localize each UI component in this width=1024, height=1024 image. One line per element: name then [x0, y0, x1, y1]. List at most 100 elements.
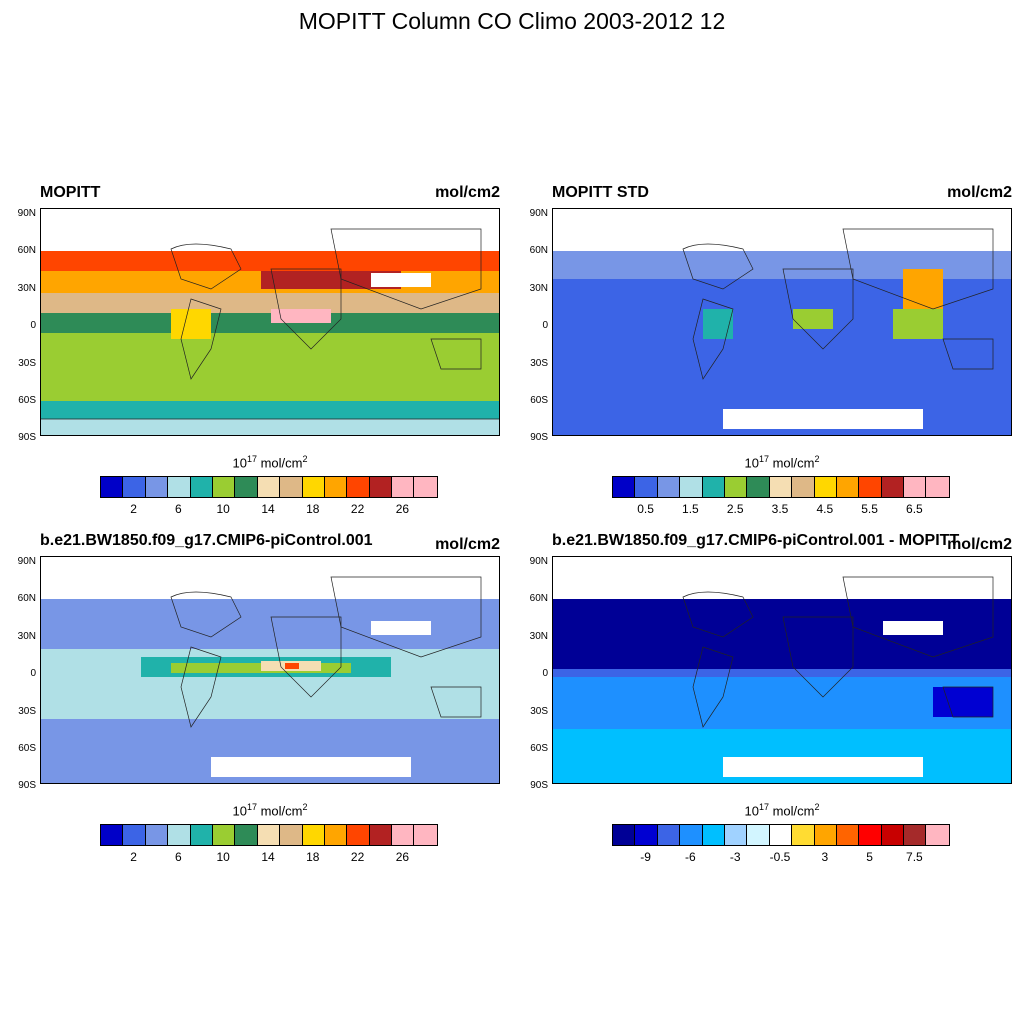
colorbar-swatch — [101, 477, 124, 497]
colorbar-swatch — [657, 825, 681, 845]
colorbar-swatch — [145, 825, 169, 845]
lat-tick: 30S — [18, 358, 36, 369]
colorbar-swatch — [168, 825, 191, 845]
panel-units: mol/cm2 — [947, 536, 1012, 553]
colorbar-labels: -9 -6 -3 -0.5 3 5 7.5 — [612, 850, 948, 866]
panel-units: mol/cm2 — [947, 184, 1012, 201]
colorbar-label: 5.5 — [861, 502, 878, 516]
lat-tick: 90S — [530, 780, 548, 791]
colorbar-swatch — [369, 477, 393, 497]
colorbar-label: -9 — [640, 850, 651, 864]
colorbar-swatch — [926, 825, 949, 845]
colorbar-label: 22 — [350, 502, 365, 516]
colorbar-swatch — [635, 825, 658, 845]
colorbar-swatch — [123, 477, 146, 497]
colorbar-swatch — [347, 477, 370, 497]
colorbar-labels: 2 6 10 14 18 22 26 — [100, 850, 436, 866]
map-plot — [552, 556, 1012, 784]
panel-mopitt-std: MOPITT STD mol/cm2 90N 60N 30N 0 30S 60S… — [530, 184, 1024, 518]
colorbar-swatch — [369, 825, 393, 845]
colorbar-swatch — [836, 477, 860, 497]
colorbar-label: 2 — [130, 850, 137, 864]
colorbar-label: 14 — [261, 850, 275, 864]
lat-tick: 60S — [18, 743, 36, 754]
panel-diff: b.e21.BW1850.f09_g17.CMIP6-piControl.001… — [530, 532, 1024, 866]
panel-model: b.e21.BW1850.f09_g17.CMIP6-piControl.001… — [18, 532, 520, 866]
colorbar-swatch — [168, 477, 191, 497]
figure-title: MOPITT Column CO Climo 2003-2012 12 — [298, 8, 726, 34]
colorbar-swatch — [881, 477, 905, 497]
lat-tick: 0 — [542, 668, 548, 679]
colorbar-swatch — [123, 825, 146, 845]
colorbar-label: 3 — [821, 850, 829, 864]
lat-tick: 60S — [530, 395, 548, 406]
lat-tick: 60N — [529, 245, 548, 256]
map-plot — [552, 208, 1012, 436]
lat-tick: 90N — [17, 556, 36, 567]
colorbar-swatch — [302, 825, 325, 845]
colorbar-title: 1017 mol/cm2 — [744, 802, 820, 819]
colorbar-swatch — [414, 825, 437, 845]
colorbar-swatch — [613, 825, 636, 845]
colorbar-swatch — [613, 477, 636, 497]
colorbar-title: 1017 mol/cm2 — [232, 802, 308, 819]
colorbar-swatch — [212, 477, 236, 497]
colorbar-label: 10 — [216, 850, 230, 864]
colorbar-swatch — [859, 477, 882, 497]
colorbar-swatch — [324, 825, 348, 845]
lat-tick: 30N — [17, 283, 36, 294]
colorbar — [612, 824, 950, 846]
colorbar-swatch — [747, 825, 770, 845]
map-plot — [40, 208, 500, 436]
panel-title: b.e21.BW1850.f09_g17.CMIP6-piControl.001… — [552, 532, 960, 549]
lat-tick: 90S — [18, 432, 36, 443]
colorbar-label: -0.5 — [769, 850, 791, 864]
colorbar-swatch — [792, 477, 815, 497]
colorbar — [100, 824, 438, 846]
colorbar-label: 18 — [306, 850, 320, 864]
colorbar-label: 3.5 — [771, 502, 789, 516]
lat-tick: 30S — [18, 706, 36, 717]
colorbar-swatch — [212, 825, 236, 845]
lat-tick: 90N — [529, 556, 548, 567]
colorbar-label: 5 — [866, 850, 873, 864]
colorbar-label: 7.5 — [906, 850, 923, 864]
lat-tick: 30N — [529, 631, 548, 642]
lat-tick: 60N — [529, 593, 548, 604]
colorbar-swatch — [904, 825, 927, 845]
lat-tick: 0 — [30, 320, 36, 331]
colorbar-swatch — [101, 825, 124, 845]
lat-tick: 60S — [18, 395, 36, 406]
colorbar-swatch — [324, 477, 348, 497]
colorbar-swatch — [257, 825, 281, 845]
lat-tick: 90S — [18, 780, 36, 791]
colorbar-swatch — [769, 825, 793, 845]
colorbar-label: 6.5 — [906, 502, 923, 516]
lat-tick: 90S — [530, 432, 548, 443]
colorbar-swatch — [235, 825, 258, 845]
lat-tick: 30N — [529, 283, 548, 294]
colorbar-swatch — [814, 825, 837, 845]
colorbar-swatch — [814, 477, 837, 497]
colorbar-labels: 0.5 1.5 2.5 3.5 4.5 5.5 6.5 — [612, 502, 948, 518]
colorbar-swatch — [280, 477, 303, 497]
colorbar-label: 2.5 — [726, 502, 744, 516]
lat-tick: 60N — [17, 245, 36, 256]
colorbar-swatch — [747, 477, 770, 497]
colorbar-swatch — [280, 825, 303, 845]
colorbar-label: 18 — [306, 502, 320, 516]
colorbar-swatch — [257, 477, 281, 497]
lat-tick: 30S — [530, 706, 548, 717]
colorbar-title: 1017 mol/cm2 — [744, 454, 820, 471]
lat-tick: 0 — [542, 320, 548, 331]
panel-title: b.e21.BW1850.f09_g17.CMIP6-piControl.001 — [40, 532, 373, 549]
colorbar-swatch — [302, 477, 325, 497]
colorbar-swatch — [702, 477, 725, 497]
panel-title: MOPITT — [40, 184, 101, 201]
colorbar-label: 0.5 — [637, 502, 654, 516]
colorbar-labels: 2 6 10 14 18 22 26 — [100, 502, 436, 518]
colorbar-swatch — [926, 477, 949, 497]
colorbar-label: 4.5 — [816, 502, 834, 516]
lat-tick: 30S — [530, 358, 548, 369]
colorbar-swatch — [392, 825, 415, 845]
